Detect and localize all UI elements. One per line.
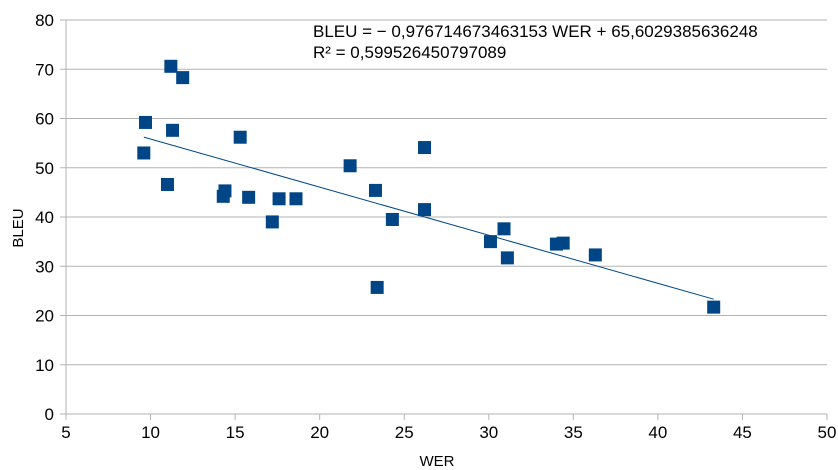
- x-axis-title: WER: [420, 453, 455, 470]
- y-tick-label: 70: [35, 60, 54, 79]
- x-tick-label: 25: [395, 423, 414, 442]
- data-point: [418, 203, 432, 217]
- data-point: [272, 192, 286, 206]
- data-point: [368, 183, 382, 197]
- y-tick-label: 20: [35, 307, 54, 326]
- r-squared-label: R² = 0,599526450797089: [313, 43, 506, 62]
- data-point: [289, 192, 303, 206]
- y-tick-label: 0: [45, 405, 54, 424]
- x-tick-label: 30: [479, 423, 498, 442]
- data-point: [265, 215, 279, 229]
- x-tick-label: 5: [61, 423, 70, 442]
- grid-lines: [66, 19, 827, 366]
- data-point: [164, 59, 178, 73]
- trendline-group: [143, 136, 714, 300]
- data-point: [418, 141, 432, 155]
- trendline-equation: BLEU = − 0,976714673463153 WER + 65,6029…: [313, 22, 758, 41]
- y-tick-label: 40: [35, 208, 54, 227]
- data-point: [137, 146, 151, 160]
- x-tick-label: 20: [310, 423, 329, 442]
- x-tick-label: 35: [564, 423, 583, 442]
- data-points: [137, 59, 721, 314]
- x-tick-label: 45: [733, 423, 752, 442]
- data-point: [166, 123, 180, 137]
- data-point: [343, 159, 357, 173]
- x-tick-label: 10: [141, 423, 160, 442]
- data-point: [556, 236, 570, 250]
- data-point: [242, 190, 256, 204]
- data-point: [385, 212, 399, 226]
- data-point: [370, 280, 384, 294]
- data-point: [138, 115, 152, 129]
- data-point: [218, 184, 232, 198]
- y-tick-label: 50: [35, 159, 54, 178]
- data-point: [500, 251, 514, 265]
- data-point: [588, 248, 602, 262]
- data-point: [497, 222, 511, 236]
- y-tick-label: 30: [35, 257, 54, 276]
- y-tick-label: 80: [35, 11, 54, 30]
- y-tick-label: 60: [35, 110, 54, 129]
- x-tick-label: 15: [226, 423, 245, 442]
- data-point: [233, 130, 247, 144]
- trendline: [143, 136, 714, 300]
- axes: [60, 19, 828, 420]
- tick-labels: 0 10 20 30 40 50 60 70 80 5 10 15 20 25 30 35 40 45 50: [35, 11, 836, 442]
- y-tick-label: 10: [35, 356, 54, 375]
- x-tick-label: 50: [818, 423, 837, 442]
- data-point: [483, 235, 497, 249]
- data-point: [176, 71, 190, 85]
- data-point: [707, 300, 721, 314]
- data-point: [160, 177, 174, 191]
- x-tick-label: 40: [648, 423, 667, 442]
- y-axis-title: BLEU: [10, 208, 27, 247]
